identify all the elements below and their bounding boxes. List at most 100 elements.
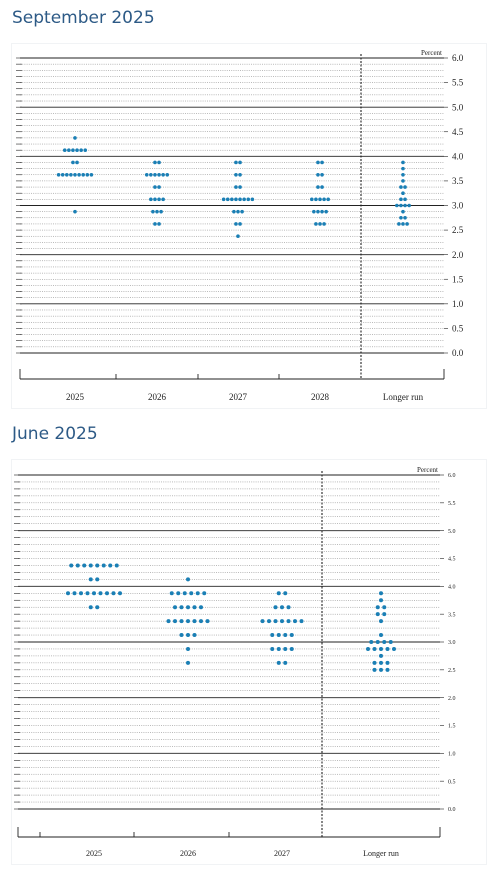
x-category-label: 2026 bbox=[180, 849, 196, 858]
participant-dot bbox=[234, 172, 238, 177]
y-tick-label: 3.5 bbox=[452, 176, 464, 186]
y-tick-label: 3.5 bbox=[448, 612, 456, 618]
participant-dot bbox=[320, 160, 324, 165]
participant-dot bbox=[289, 633, 294, 638]
participant-dot bbox=[403, 215, 407, 220]
participant-dot bbox=[379, 646, 383, 651]
participant-dot bbox=[89, 172, 94, 177]
participant-dot bbox=[283, 591, 288, 596]
participant-dot bbox=[169, 591, 174, 596]
participant-dot bbox=[149, 172, 153, 177]
participant-dot bbox=[372, 660, 377, 665]
participant-dot bbox=[118, 591, 122, 596]
participant-dot bbox=[173, 605, 177, 610]
participant-dot bbox=[382, 605, 387, 610]
y-tick-label: 1.5 bbox=[448, 724, 456, 730]
section-title-june: June 2025 bbox=[12, 424, 98, 444]
participant-dot bbox=[382, 640, 387, 644]
participant-dot bbox=[375, 612, 380, 617]
participant-dot bbox=[401, 222, 405, 226]
participant-dot bbox=[144, 172, 149, 177]
participant-dot bbox=[401, 209, 405, 214]
y-tick-label: 0.0 bbox=[452, 348, 464, 358]
participant-dot bbox=[385, 667, 390, 672]
participant-dot bbox=[75, 563, 80, 568]
participant-dot bbox=[240, 209, 244, 214]
participant-dot bbox=[399, 215, 403, 220]
participant-dot bbox=[382, 612, 387, 617]
participant-dot bbox=[388, 640, 393, 644]
participant-dot bbox=[369, 640, 374, 644]
participant-dot bbox=[69, 172, 73, 177]
unit-label: Percent bbox=[421, 49, 442, 57]
participant-dot bbox=[186, 577, 190, 582]
participant-dot bbox=[98, 591, 103, 596]
participant-dot bbox=[379, 598, 383, 603]
participant-dot bbox=[155, 209, 159, 214]
participant-dot bbox=[283, 633, 288, 638]
participant-dot bbox=[69, 563, 74, 568]
y-tick-label: 0.5 bbox=[452, 324, 464, 334]
participant-dot bbox=[379, 591, 383, 596]
participant-dot bbox=[108, 563, 113, 568]
participant-dot bbox=[385, 660, 390, 665]
x-category-label: 2025 bbox=[86, 849, 102, 858]
x-category-label: Longer run bbox=[383, 392, 424, 402]
participant-dot bbox=[153, 172, 157, 177]
participant-dot bbox=[372, 667, 377, 672]
participant-dot bbox=[179, 633, 184, 638]
participant-dot bbox=[238, 172, 242, 177]
participant-dot bbox=[401, 179, 405, 183]
y-tick-label: 5.0 bbox=[448, 529, 456, 535]
participant-dot bbox=[238, 222, 242, 226]
participant-dot bbox=[399, 185, 403, 189]
participant-dot bbox=[379, 660, 383, 665]
participant-dot bbox=[238, 197, 242, 202]
participant-dot bbox=[320, 185, 324, 189]
y-tick-label: 5.0 bbox=[452, 102, 464, 112]
participant-dot bbox=[161, 172, 165, 177]
participant-dot bbox=[182, 591, 187, 596]
section-title-september: September 2025 bbox=[12, 8, 155, 28]
participant-dot bbox=[65, 172, 69, 177]
participant-dot bbox=[320, 172, 324, 177]
y-tick-label: 1.5 bbox=[452, 274, 464, 284]
participant-dot bbox=[232, 209, 236, 214]
participant-dot bbox=[72, 591, 77, 596]
participant-dot bbox=[202, 591, 207, 596]
y-tick-label: 5.5 bbox=[448, 501, 456, 507]
participant-dot bbox=[192, 605, 197, 610]
y-tick-label: 1.0 bbox=[452, 299, 464, 309]
participant-dot bbox=[161, 197, 165, 202]
participant-dot bbox=[260, 619, 265, 624]
participant-dot bbox=[186, 605, 190, 610]
participant-dot bbox=[234, 185, 238, 189]
unit-label: Percent bbox=[417, 466, 438, 474]
participant-dot bbox=[246, 197, 251, 202]
participant-dot bbox=[280, 605, 284, 610]
participant-dot bbox=[192, 633, 197, 638]
participant-dot bbox=[238, 160, 242, 165]
participant-dot bbox=[401, 160, 405, 165]
participant-dot bbox=[176, 591, 181, 596]
participant-dot bbox=[242, 197, 246, 202]
participant-dot bbox=[379, 633, 383, 638]
participant-dot bbox=[153, 222, 157, 226]
participant-dot bbox=[310, 197, 314, 202]
y-tick-label: 4.0 bbox=[452, 151, 464, 161]
participant-dot bbox=[314, 222, 318, 226]
participant-dot bbox=[399, 197, 403, 202]
participant-dot bbox=[95, 563, 100, 568]
y-tick-label: 0.0 bbox=[448, 807, 456, 813]
participant-dot bbox=[276, 660, 281, 665]
participant-dot bbox=[157, 160, 161, 165]
x-category-label: 2026 bbox=[148, 392, 167, 402]
x-category-label: 2027 bbox=[274, 849, 290, 858]
participant-dot bbox=[153, 160, 157, 165]
participant-dot bbox=[403, 197, 407, 202]
participant-dot bbox=[401, 191, 405, 196]
participant-dot bbox=[77, 172, 81, 177]
participant-dot bbox=[318, 222, 322, 226]
x-category-label: 2027 bbox=[229, 392, 248, 402]
participant-dot bbox=[403, 203, 407, 208]
